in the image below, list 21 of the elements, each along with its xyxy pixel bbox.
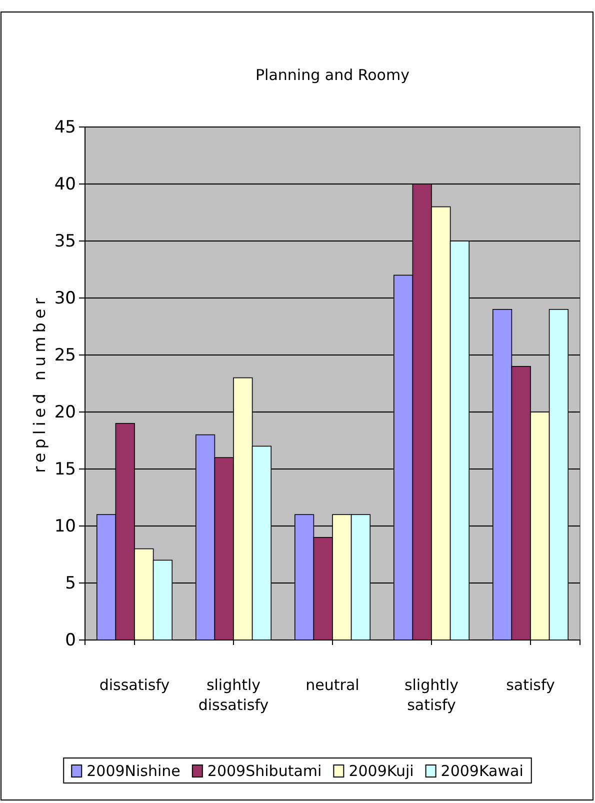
y-tick-label: 25 — [54, 345, 76, 366]
y-tick-label: 30 — [54, 288, 76, 308]
x-tick-label: satisfy — [506, 676, 556, 694]
x-tick-label: slightly dissatisfy — [198, 676, 269, 714]
y-tick-label: 35 — [54, 231, 76, 252]
x-tick-label: slightly satisfy — [404, 676, 459, 714]
x-tick-label: dissatisfy — [99, 676, 170, 694]
legend-label: 2009Nishine — [86, 762, 180, 780]
y-tick-label: 15 — [54, 459, 76, 480]
chart-title: Planning and Roomy — [256, 66, 410, 84]
y-tick-label: 40 — [54, 174, 76, 194]
legend-label: 2009Shibutami — [207, 762, 322, 780]
y-tick-label: 20 — [54, 402, 76, 422]
y-tick-label: 45 — [54, 117, 76, 138]
x-tick-label: neutral — [306, 676, 360, 694]
legend-label: 2009Kawai — [440, 762, 524, 780]
legend-label: 2009Kuji — [348, 762, 414, 780]
y-axis-title: replied number — [30, 294, 49, 473]
y-tick-label: 10 — [54, 516, 76, 536]
y-tick-label: 5 — [65, 573, 76, 594]
y-tick-label: 0 — [65, 630, 76, 650]
